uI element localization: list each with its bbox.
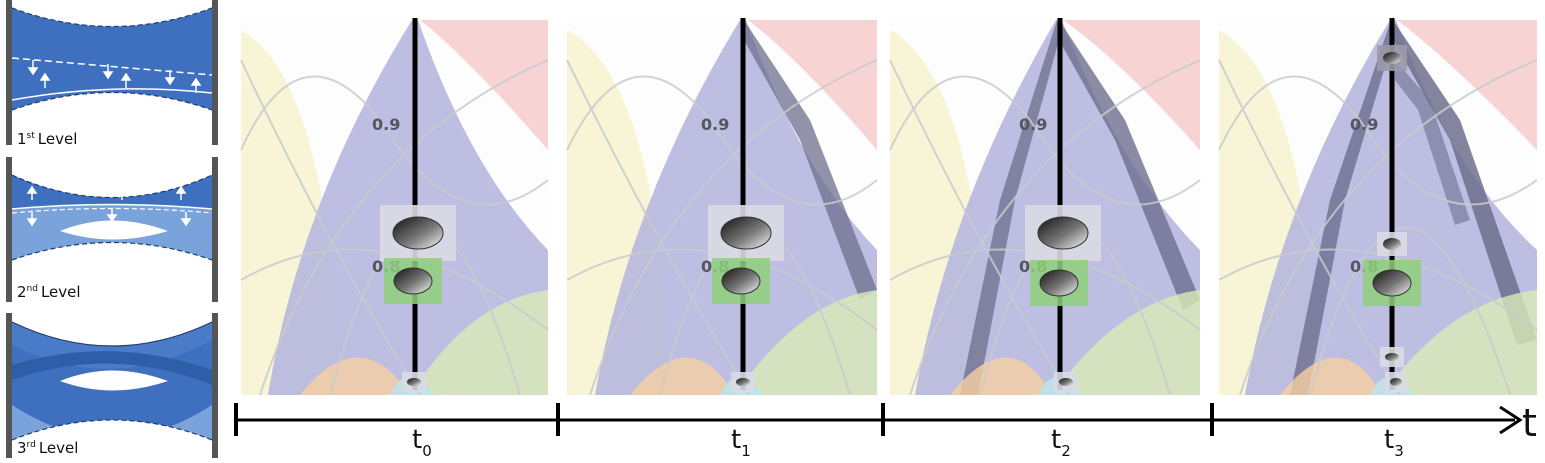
- panel-t2-thumbnail-small: [1054, 372, 1078, 392]
- panel-t2-label-0-9: 0.9: [1019, 115, 1047, 134]
- panel-t1-thumbnail-green: [712, 258, 770, 304]
- panel-t3-thumbnail-mid: [1377, 232, 1407, 256]
- panel-t0-thumbnail-small: [402, 372, 426, 392]
- panel-t1-label-0-9: 0.9: [701, 115, 729, 134]
- panel-t3: 0.9 0.8: [1218, 18, 1538, 396]
- panel-t2-thumbnail-green: [1030, 260, 1088, 306]
- time-label-t3: t3: [1384, 425, 1404, 460]
- level-2-arrows: [26, 185, 192, 227]
- timeline-arrowhead: [1499, 405, 1523, 435]
- panel-t3-thumbnail-small-2: [1385, 372, 1407, 392]
- panel-t3-thumbnail-small-1: [1380, 347, 1404, 367]
- panel-t2-thumbnail-large: [1025, 205, 1101, 261]
- level-1-illustration: 1st Level: [6, 0, 218, 148]
- panel-t3-thumbnail-green: [1363, 260, 1421, 306]
- panel-t0: 0.9 0.8: [240, 18, 549, 396]
- level-1-caption: 1st Level: [17, 130, 77, 148]
- timeline-end-label: t: [1522, 401, 1537, 445]
- time-label-t2: t2: [1051, 425, 1071, 460]
- level-3-illustration: 3rd Level: [6, 313, 218, 458]
- panel-t3-label-0-9: 0.9: [1350, 115, 1378, 134]
- panel-t1: 0.9 0.8: [566, 18, 878, 396]
- level-3-caption: 3rd Level: [17, 439, 78, 457]
- timeline: t0 t1 t2 t3 t: [234, 401, 1537, 460]
- panel-t1-thumbnail-small: [731, 372, 755, 392]
- panel-t1-thumbnail-large: [708, 205, 784, 261]
- panel-t0-thumbnail-green: [384, 258, 442, 304]
- level-1-arrows: [27, 60, 202, 93]
- time-label-t1: t1: [731, 425, 751, 460]
- panel-t0-thumbnail-large: [380, 205, 456, 261]
- level-2-illustration: 2nd Level: [6, 157, 218, 302]
- level-2-caption: 2nd Level: [17, 283, 81, 301]
- panel-t3-thumbnail-top: [1377, 45, 1407, 71]
- panel-t2: 0.9 0.8: [889, 18, 1201, 396]
- panel-t0-label-0-9: 0.9: [372, 115, 400, 134]
- time-label-t0: t0: [412, 425, 432, 460]
